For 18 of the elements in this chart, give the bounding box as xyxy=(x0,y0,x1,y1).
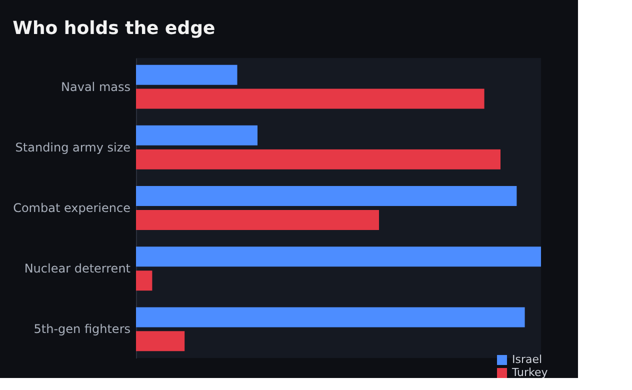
bar xyxy=(136,270,152,291)
y-tick-label: Naval mass xyxy=(61,80,130,94)
bar xyxy=(136,64,238,85)
bar xyxy=(136,246,541,267)
bar xyxy=(136,210,379,230)
y-tick-label: 5th-gen fighters xyxy=(34,322,130,336)
bar xyxy=(136,186,517,206)
bar xyxy=(136,125,258,146)
y-tick-label: Combat experience xyxy=(13,201,130,215)
chart-title: Who holds the edge xyxy=(12,18,216,39)
bar xyxy=(136,88,484,109)
legend-label: Turkey xyxy=(511,366,548,379)
bar xyxy=(136,149,500,170)
bar xyxy=(136,307,525,328)
y-tick-label: Standing army size xyxy=(15,140,130,154)
legend-label: Israel xyxy=(512,353,542,366)
bar xyxy=(136,331,185,352)
y-tick-label: Nuclear deterrent xyxy=(24,262,131,276)
